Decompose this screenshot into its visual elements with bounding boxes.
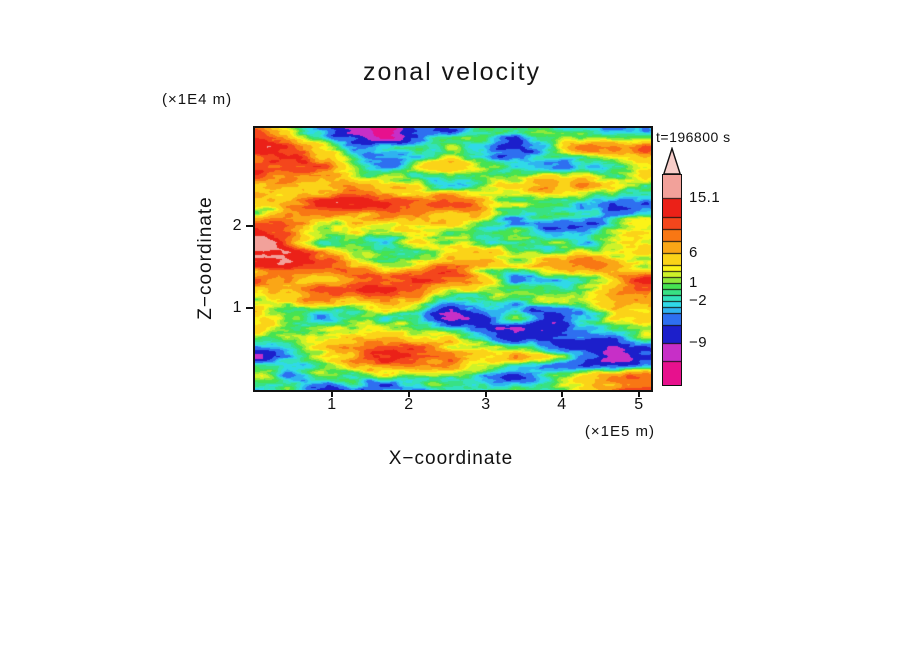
y-tick-label: 2 xyxy=(232,217,242,234)
y-tick-label: 1 xyxy=(232,299,242,316)
colorbar-tick-label: 15.1 xyxy=(689,189,721,206)
colorbar-tick-label: 6 xyxy=(689,244,698,261)
x-axis-tick xyxy=(485,390,487,397)
colorbar-tick-label: 1 xyxy=(689,274,698,291)
x-tick-label: 2 xyxy=(404,396,414,413)
y-axis-tick xyxy=(246,307,253,309)
colorbar-canvas xyxy=(662,174,682,386)
plot-area xyxy=(253,126,653,392)
x-axis-tick xyxy=(408,390,410,397)
colorbar-tick-label: −2 xyxy=(689,292,708,309)
x-axis-units-label: (×1E5 m) xyxy=(584,423,655,440)
x-tick-label: 3 xyxy=(481,396,491,413)
chart-title: zonal velocity xyxy=(362,58,542,86)
colorbar-overflow-arrow-icon xyxy=(662,147,682,175)
x-tick-label: 4 xyxy=(557,396,567,413)
velocity-field-canvas xyxy=(255,128,651,390)
x-axis-tick xyxy=(331,390,333,397)
y-axis-tick xyxy=(246,225,253,227)
x-axis-tick xyxy=(561,390,563,397)
x-axis-label: X−coordinate xyxy=(388,448,514,469)
x-tick-label: 5 xyxy=(634,396,644,413)
time-annotation: t=196800 s xyxy=(656,129,731,145)
y-axis-units-label: (×1E4 m) xyxy=(162,91,233,108)
colorbar-tick-label: −9 xyxy=(689,334,708,351)
x-tick-label: 1 xyxy=(327,396,337,413)
x-axis-tick xyxy=(638,390,640,397)
